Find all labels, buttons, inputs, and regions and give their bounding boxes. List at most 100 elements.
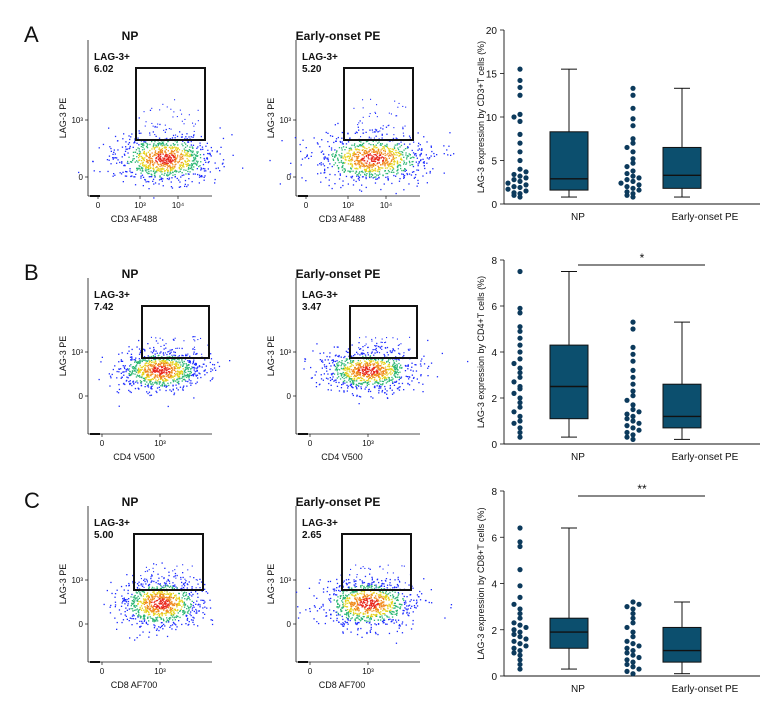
density-point bbox=[156, 370, 159, 372]
density-point bbox=[357, 627, 359, 630]
density-point bbox=[377, 381, 379, 384]
density-point bbox=[168, 146, 170, 149]
density-point bbox=[154, 175, 156, 177]
density-point bbox=[136, 586, 139, 589]
density-point bbox=[354, 163, 356, 165]
density-point bbox=[129, 170, 131, 172]
density-point bbox=[168, 601, 171, 603]
density-point bbox=[192, 136, 194, 138]
density-point bbox=[188, 155, 190, 157]
density-point bbox=[325, 157, 327, 159]
density-point bbox=[369, 162, 371, 164]
density-point bbox=[403, 595, 405, 598]
axis-origin-mark bbox=[298, 433, 308, 435]
density-point bbox=[145, 360, 147, 362]
density-point bbox=[124, 154, 126, 156]
density-point bbox=[183, 582, 185, 585]
density-point bbox=[409, 154, 411, 156]
density-point bbox=[388, 363, 390, 366]
density-point bbox=[164, 131, 166, 133]
density-point bbox=[358, 149, 361, 151]
density-point bbox=[146, 365, 149, 367]
density-point bbox=[404, 148, 407, 150]
density-point bbox=[163, 159, 165, 161]
density-point bbox=[158, 143, 160, 145]
density-point bbox=[185, 594, 188, 596]
density-point bbox=[367, 373, 369, 375]
density-point bbox=[208, 153, 210, 155]
density-point bbox=[359, 152, 361, 154]
density-point bbox=[188, 149, 190, 151]
density-point bbox=[414, 176, 416, 178]
density-point bbox=[174, 143, 176, 146]
density-point bbox=[366, 173, 368, 175]
density-point bbox=[162, 379, 164, 381]
density-point bbox=[187, 163, 189, 165]
density-point bbox=[184, 155, 186, 157]
density-point bbox=[173, 146, 176, 148]
density-point bbox=[185, 374, 187, 376]
density-point bbox=[160, 373, 162, 376]
density-point bbox=[379, 167, 381, 169]
density-point bbox=[359, 160, 361, 162]
density-point bbox=[333, 599, 335, 601]
density-point bbox=[165, 360, 167, 362]
density-point bbox=[210, 619, 212, 621]
density-point bbox=[366, 379, 369, 382]
density-point bbox=[359, 354, 361, 356]
density-point bbox=[156, 586, 158, 588]
density-point bbox=[149, 153, 151, 155]
density-point bbox=[397, 606, 399, 608]
density-point bbox=[392, 378, 394, 380]
density-point bbox=[194, 336, 196, 338]
density-point bbox=[391, 393, 394, 395]
density-point bbox=[143, 620, 145, 622]
density-point bbox=[139, 151, 141, 153]
density-point bbox=[413, 141, 415, 143]
density-point bbox=[136, 156, 138, 158]
density-point bbox=[155, 629, 158, 631]
density-point bbox=[328, 184, 330, 187]
density-point bbox=[167, 144, 169, 147]
density-point bbox=[153, 349, 155, 351]
density-point bbox=[394, 375, 396, 378]
density-point bbox=[161, 614, 163, 616]
density-point bbox=[344, 156, 346, 158]
density-point bbox=[347, 133, 349, 135]
density-point bbox=[190, 166, 192, 168]
y-axis-label: LAG-3 PE bbox=[58, 336, 68, 377]
y-tick-label: 10³ bbox=[279, 576, 291, 585]
density-point bbox=[146, 360, 149, 363]
density-point bbox=[166, 162, 168, 164]
density-point bbox=[380, 596, 383, 598]
density-point bbox=[348, 170, 351, 172]
density-point bbox=[174, 623, 176, 625]
density-point bbox=[169, 146, 171, 148]
density-point bbox=[352, 614, 354, 616]
density-point bbox=[362, 355, 364, 358]
density-point bbox=[386, 158, 388, 161]
density-point bbox=[181, 154, 183, 156]
density-point bbox=[138, 157, 140, 159]
density-point bbox=[134, 361, 136, 363]
density-point bbox=[179, 609, 182, 612]
density-point bbox=[344, 355, 346, 358]
density-point bbox=[347, 368, 349, 370]
density-point bbox=[156, 162, 158, 164]
density-point bbox=[382, 153, 384, 155]
density-point bbox=[369, 171, 371, 173]
density-point bbox=[349, 149, 351, 151]
density-point bbox=[160, 600, 162, 602]
density-point bbox=[160, 158, 162, 161]
density-point bbox=[165, 605, 167, 608]
density-point bbox=[201, 590, 203, 592]
density-point bbox=[384, 376, 386, 378]
density-point bbox=[399, 353, 401, 355]
density-point bbox=[134, 184, 137, 186]
density-point bbox=[114, 365, 116, 367]
density-point bbox=[370, 160, 373, 162]
density-point bbox=[383, 162, 386, 164]
density-point bbox=[428, 158, 430, 160]
density-point bbox=[352, 184, 355, 186]
